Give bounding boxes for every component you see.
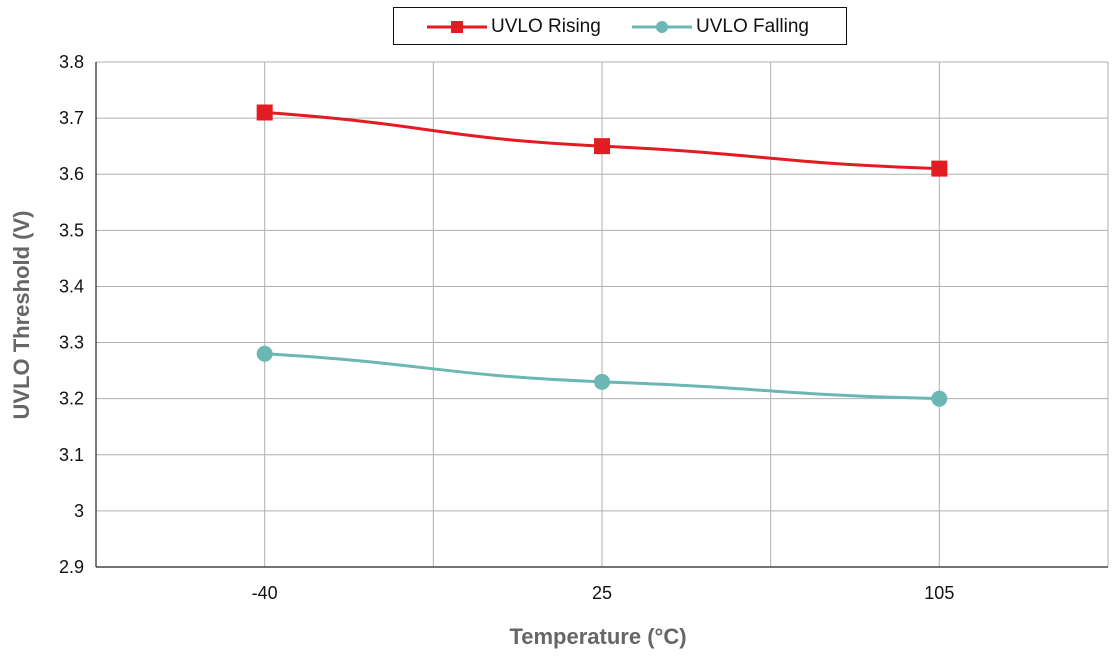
x-tick-label: 105 [924,583,954,603]
data-point-uvlo-falling [256,345,273,362]
y-tick-label: 3 [74,501,84,521]
legend-swatch-falling [632,21,692,33]
y-tick-label: 3.8 [59,52,84,72]
y-tick-labels: 2.9 3 3.1 3.2 3.3 3.4 3.5 3.6 3.7 3.8 [59,52,84,577]
legend-label-falling: UVLO Falling [696,16,809,37]
x-tick-label: 25 [592,583,612,603]
data-point-uvlo-rising [931,160,948,177]
legend: UVLO Rising UVLO Falling [393,7,847,45]
y-tick-label: 3.5 [59,220,84,240]
data-point-uvlo-falling [931,390,948,407]
legend-marker-falling [656,21,668,33]
legend-swatch-rising [427,21,487,33]
x-tick-label: -40 [252,583,278,603]
y-axis-title: UVLO Threshold (V) [9,211,34,420]
data-point-uvlo-rising [256,104,273,121]
legend-item-rising: UVLO Rising [427,8,601,46]
data-point-uvlo-rising [594,138,610,155]
x-axis-title: Temperature (°C) [509,624,686,649]
y-tick-label: 3.6 [59,164,84,184]
series-layer [256,104,948,407]
legend-marker-rising [451,21,463,33]
y-tick-label: 3.3 [59,333,84,353]
gridlines [96,61,1109,568]
data-point-uvlo-falling [594,373,610,390]
y-tick-label: 2.9 [59,557,84,577]
y-tick-label: 3.7 [59,108,84,128]
y-tick-label: 3.4 [59,276,84,296]
y-tick-label: 3.2 [59,389,84,409]
x-tick-labels: -40 25 105 [252,583,955,603]
legend-item-falling: UVLO Falling [632,8,809,46]
legend-label-rising: UVLO Rising [491,16,601,37]
axes [95,62,1108,568]
y-tick-label: 3.1 [59,445,84,465]
